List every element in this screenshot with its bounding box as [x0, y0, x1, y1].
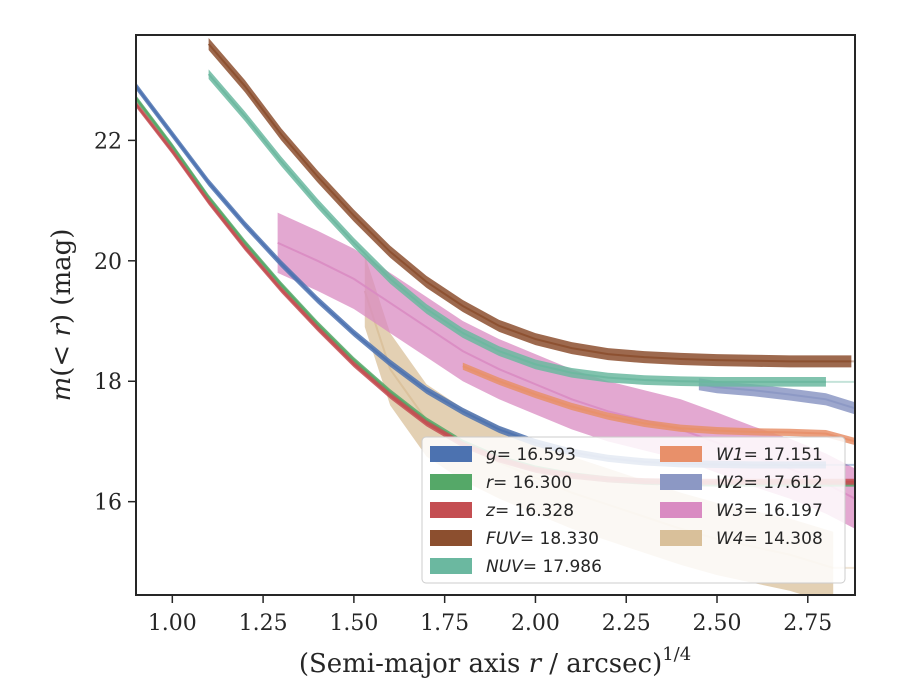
x-axis-label-sup: 1/4: [662, 644, 691, 665]
legend-symbol: W3: [716, 501, 744, 521]
legend-swatch: [430, 502, 472, 518]
y-tick-label: 16: [94, 491, 122, 516]
legend-swatch: [660, 446, 702, 462]
legend-value: = 18.330: [520, 529, 599, 549]
y-axis-label-r: r: [47, 323, 77, 337]
legend-symbol: FUV: [486, 529, 521, 549]
y-axis-label-unit: (mag): [47, 229, 77, 314]
legend-item-w4: W4= 14.308: [660, 529, 823, 549]
legend-value: = 16.328: [495, 501, 574, 521]
legend-value: = 16.197: [744, 501, 823, 521]
series-line-nuv: [207, 73, 826, 383]
y-axis-label: m(< r) (mag): [47, 229, 77, 402]
legend-value: = 17.151: [744, 445, 823, 465]
legend-swatch: [660, 474, 702, 490]
y-axis: 16 18 20 22: [94, 129, 136, 516]
x-axis-label: (Semi-major axis r / arcsec)1/4: [299, 644, 691, 679]
legend-label: W1= 17.151: [716, 445, 823, 465]
legend-label: W2= 17.612: [716, 473, 823, 493]
legend-swatch: [430, 558, 472, 574]
legend-label: NUV= 17.986: [486, 557, 602, 577]
legend-item-g: g= 16.593: [430, 445, 576, 465]
legend-box: [421, 436, 846, 584]
y-axis-label-open: (: [47, 367, 77, 377]
legend-value: = 16.300: [493, 473, 572, 493]
legend-symbol: r: [486, 473, 494, 493]
x-tick-label: 2.25: [602, 611, 651, 636]
legend-value: = 17.986: [523, 557, 602, 577]
x-tick-label: 1.50: [329, 611, 378, 636]
legend-swatch: [430, 446, 472, 462]
legend-label: z= 16.328: [485, 501, 574, 521]
x-axis-label-var: r: [529, 649, 543, 679]
legend-swatch: [430, 474, 472, 490]
series-line-fuv: [207, 43, 852, 363]
x-tick-label: 1.75: [420, 611, 469, 636]
legend-symbol: W4: [716, 529, 744, 549]
legend-value: = 16.593: [497, 445, 576, 465]
series-line-w2: [698, 383, 855, 410]
legend-label: r= 16.300: [486, 473, 572, 493]
series-line-w1: [462, 365, 855, 443]
x-axis: 1.00 1.25 1.50 1.75 2.00 2.25 2.50 2.75: [148, 595, 832, 636]
legend-item-r: r= 16.300: [430, 473, 572, 493]
y-axis-label-m: m: [47, 377, 77, 402]
legend-item-fuv: FUV= 18.330: [430, 529, 599, 549]
plot-frame: [135, 34, 856, 596]
legend-label: g= 16.593: [486, 445, 576, 465]
series-band-fuv: [208, 38, 852, 368]
x-axis-label-mid: / arcsec): [541, 649, 662, 679]
legend-item-w2: W2= 17.612: [660, 473, 823, 493]
legend-symbol: NUV: [486, 557, 524, 577]
legend-symbol: W1: [716, 445, 744, 465]
legend-value: = 14.308: [744, 529, 823, 549]
legend-item-w3: W3= 16.197: [660, 501, 823, 521]
x-tick-label: 2.00: [511, 611, 560, 636]
x-axis-label-pre: (Semi-major axis: [299, 649, 529, 679]
legend-symbol: z: [485, 501, 496, 521]
legend-item-w1: W1= 17.151: [660, 445, 823, 465]
legend-symbol: g: [486, 445, 497, 465]
legend-swatch: [660, 530, 702, 546]
x-tick-label: 2.50: [693, 611, 742, 636]
legend-swatch: [430, 530, 472, 546]
x-tick-label: 1.00: [148, 611, 197, 636]
x-tick-label: 2.75: [783, 611, 832, 636]
series-band-w2: [698, 378, 855, 415]
legend-label: W3= 16.197: [716, 501, 823, 521]
legend-symbol: W2: [716, 473, 744, 493]
legend-label: FUV= 18.330: [486, 529, 599, 549]
y-tick-label: 18: [94, 370, 122, 395]
x-tick-label: 1.25: [239, 611, 288, 636]
legend-item-nuv: NUV= 17.986: [430, 557, 602, 577]
y-tick-label: 22: [94, 129, 122, 154]
legend-swatch: [660, 502, 702, 518]
y-axis-label-close: ): [47, 314, 77, 324]
legend-label: W4= 14.308: [716, 529, 823, 549]
y-axis-label-lt: <: [47, 337, 77, 367]
y-tick-label: 20: [94, 250, 122, 275]
legend-value: = 17.612: [744, 473, 823, 493]
legend-item-z: z= 16.328: [430, 501, 574, 521]
